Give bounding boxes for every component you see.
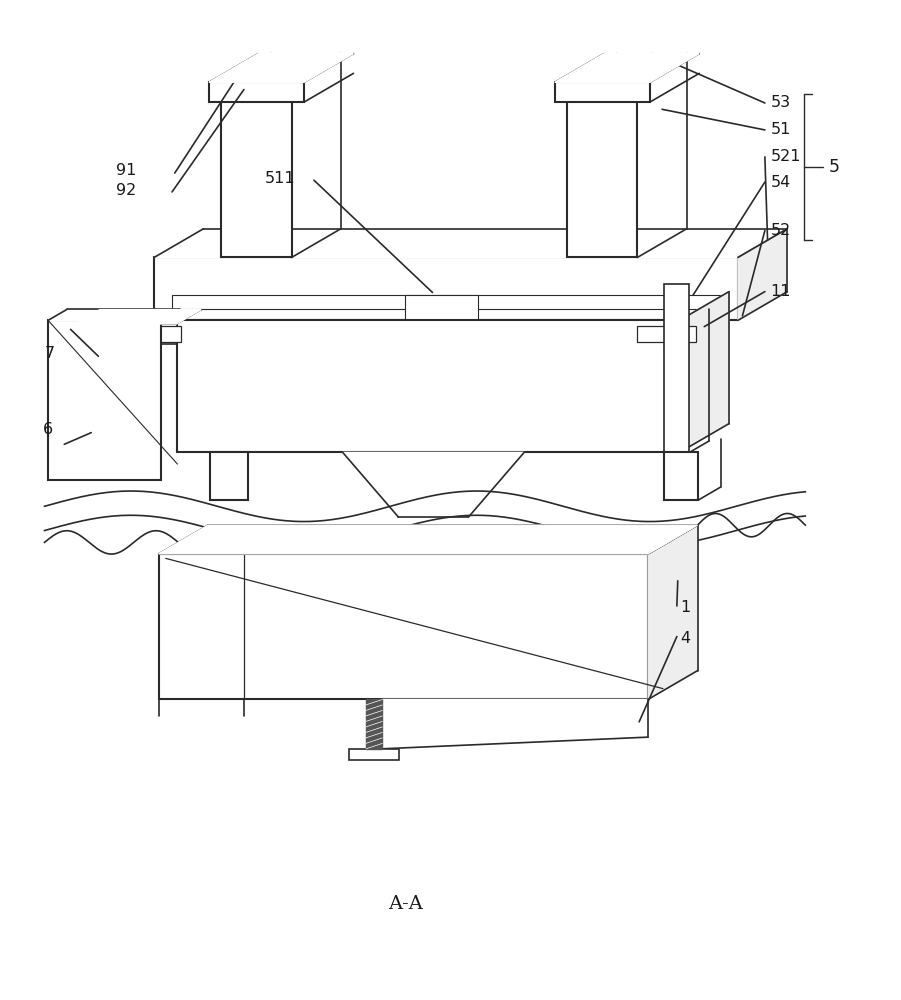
Text: 521: 521 — [770, 149, 801, 164]
Polygon shape — [75, 310, 201, 324]
Polygon shape — [568, 54, 687, 82]
Polygon shape — [555, 54, 699, 82]
Bar — [664, 284, 689, 452]
Text: A-A: A-A — [388, 895, 423, 913]
Bar — [222, 82, 292, 257]
Text: 51: 51 — [770, 122, 791, 137]
Text: 52: 52 — [770, 223, 790, 238]
Bar — [664, 314, 678, 354]
Polygon shape — [366, 699, 382, 749]
Polygon shape — [154, 229, 787, 257]
Text: 11: 11 — [770, 284, 791, 299]
Bar — [424, 322, 459, 340]
Bar — [350, 749, 399, 760]
Text: 7: 7 — [44, 346, 55, 361]
Bar — [154, 257, 738, 320]
Bar — [209, 82, 305, 102]
Text: 53: 53 — [770, 95, 790, 110]
Polygon shape — [209, 54, 353, 82]
Text: 511: 511 — [265, 171, 296, 186]
Polygon shape — [738, 229, 787, 320]
Polygon shape — [342, 452, 524, 517]
Text: 91: 91 — [116, 163, 137, 178]
Polygon shape — [159, 525, 697, 554]
Text: 92: 92 — [116, 183, 137, 198]
Bar — [210, 452, 248, 500]
Bar — [172, 295, 720, 309]
Text: 1: 1 — [680, 600, 691, 615]
Polygon shape — [48, 309, 180, 320]
Text: 5: 5 — [829, 158, 840, 176]
Bar — [177, 320, 679, 452]
Bar — [75, 324, 177, 344]
Bar — [405, 295, 478, 322]
Bar — [555, 82, 650, 102]
Bar — [417, 340, 466, 365]
Polygon shape — [382, 699, 648, 749]
Bar — [159, 554, 648, 699]
Bar — [134, 326, 181, 342]
Polygon shape — [648, 525, 697, 699]
Bar — [48, 320, 161, 480]
Text: 4: 4 — [680, 631, 690, 646]
Text: 54: 54 — [770, 175, 790, 190]
Bar — [637, 326, 696, 342]
Bar — [664, 452, 698, 500]
Bar — [145, 314, 159, 354]
Polygon shape — [679, 292, 729, 452]
Text: 6: 6 — [42, 422, 53, 437]
Polygon shape — [222, 54, 341, 82]
Bar — [568, 82, 637, 257]
